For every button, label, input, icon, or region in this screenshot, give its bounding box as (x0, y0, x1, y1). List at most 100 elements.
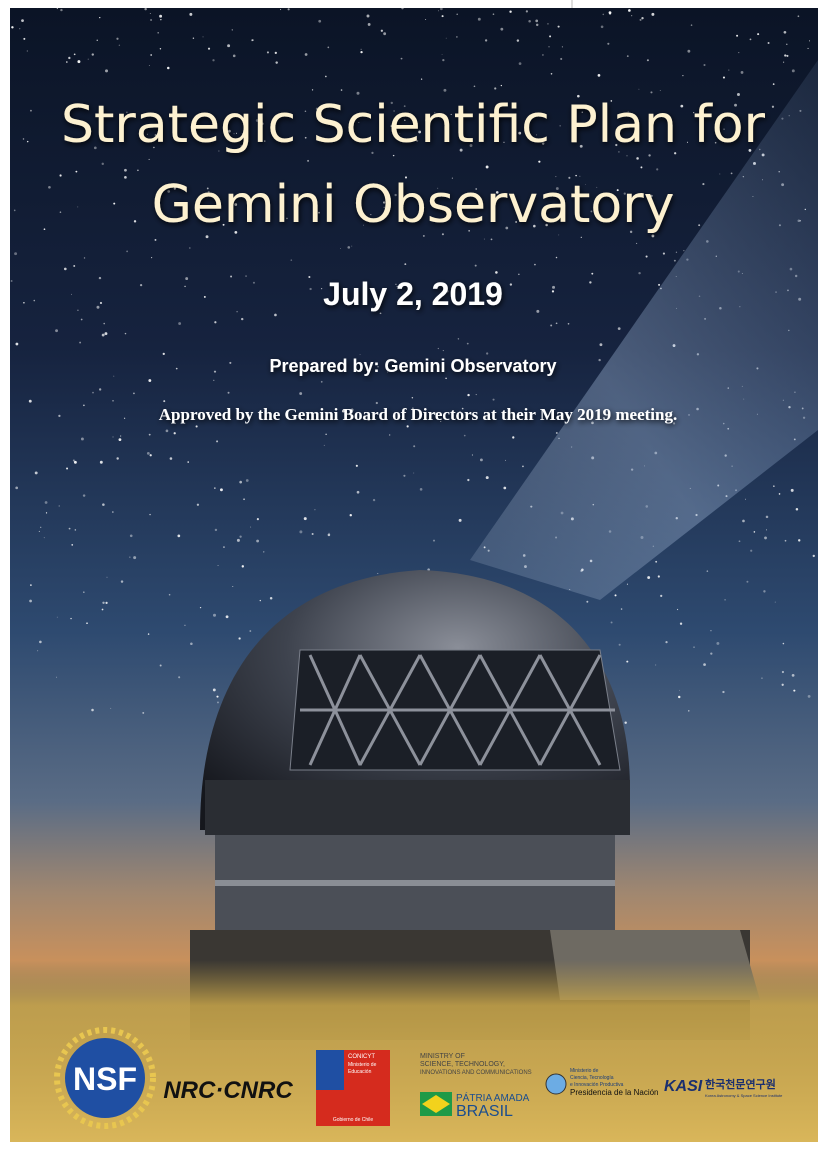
star (280, 9, 281, 10)
star (350, 514, 352, 516)
star (626, 661, 628, 663)
star (503, 487, 506, 490)
star (401, 58, 403, 60)
star (66, 61, 68, 63)
star (591, 273, 593, 275)
star (745, 499, 746, 500)
star (299, 392, 302, 395)
star (68, 57, 70, 59)
logo-text: Ciencia, Tecnología (570, 1075, 614, 1081)
star (611, 621, 613, 623)
star (663, 252, 665, 254)
star (215, 529, 217, 531)
star (39, 531, 40, 532)
star (772, 106, 774, 108)
star (232, 29, 233, 30)
star (627, 55, 629, 57)
star (423, 235, 425, 237)
star (241, 318, 243, 320)
star (495, 271, 498, 274)
star (177, 534, 180, 537)
star (484, 239, 485, 240)
kasi-logo: KASI 한국천문연구원 Korea Astronomy & Space Sci… (664, 1077, 783, 1098)
star (299, 530, 302, 533)
star (157, 32, 158, 33)
star (56, 677, 57, 678)
star (121, 580, 123, 582)
star (263, 551, 264, 552)
logo-text: Educación (348, 1069, 372, 1075)
star (112, 511, 114, 513)
star (321, 381, 323, 383)
star (367, 15, 370, 18)
star (178, 676, 180, 678)
star (270, 597, 273, 600)
star (456, 36, 458, 38)
star (389, 434, 390, 435)
star (83, 591, 85, 593)
star (501, 85, 502, 86)
star (631, 15, 632, 16)
star (73, 265, 75, 267)
star (404, 263, 406, 265)
star (227, 44, 230, 47)
star (59, 174, 61, 176)
star (505, 460, 506, 461)
star (142, 712, 144, 714)
star (486, 352, 488, 354)
star (160, 19, 161, 20)
star (112, 400, 113, 401)
star (542, 54, 543, 55)
star (443, 350, 444, 351)
star (134, 220, 136, 222)
star (628, 9, 631, 12)
star (442, 54, 443, 55)
star (683, 250, 684, 251)
star (324, 445, 325, 446)
star (656, 168, 658, 170)
star (647, 59, 649, 61)
star (536, 310, 539, 313)
star (750, 39, 752, 41)
star (312, 533, 314, 535)
star (679, 690, 680, 691)
star (768, 42, 770, 44)
star (33, 300, 35, 302)
star (178, 322, 181, 325)
star (650, 91, 652, 93)
star (256, 540, 259, 543)
star (552, 286, 555, 289)
star (547, 23, 548, 24)
star (552, 290, 554, 292)
star (493, 399, 495, 401)
star (655, 665, 656, 666)
logo-text: INNOVATIONS AND COMMUNICATIONS (420, 1070, 532, 1076)
star (45, 501, 48, 504)
star (304, 517, 307, 520)
star (783, 643, 785, 645)
star (218, 565, 219, 566)
logo-text: MINISTRY OF (420, 1053, 465, 1060)
star (99, 388, 101, 390)
star (86, 622, 88, 624)
star (200, 607, 201, 608)
logo-text: SCIENCE, TECHNOLOGY, (420, 1061, 505, 1068)
star (81, 438, 84, 441)
star (220, 488, 223, 491)
star (99, 17, 100, 18)
star (149, 514, 150, 515)
star (407, 425, 409, 427)
star (223, 546, 224, 547)
star (163, 353, 165, 355)
star (212, 59, 214, 61)
star (160, 48, 161, 49)
star (716, 642, 719, 645)
star (766, 529, 767, 530)
star (793, 690, 795, 692)
star (445, 378, 446, 379)
star (217, 701, 219, 703)
star (757, 33, 759, 35)
star (677, 609, 678, 610)
star (150, 19, 152, 21)
star (245, 276, 246, 277)
